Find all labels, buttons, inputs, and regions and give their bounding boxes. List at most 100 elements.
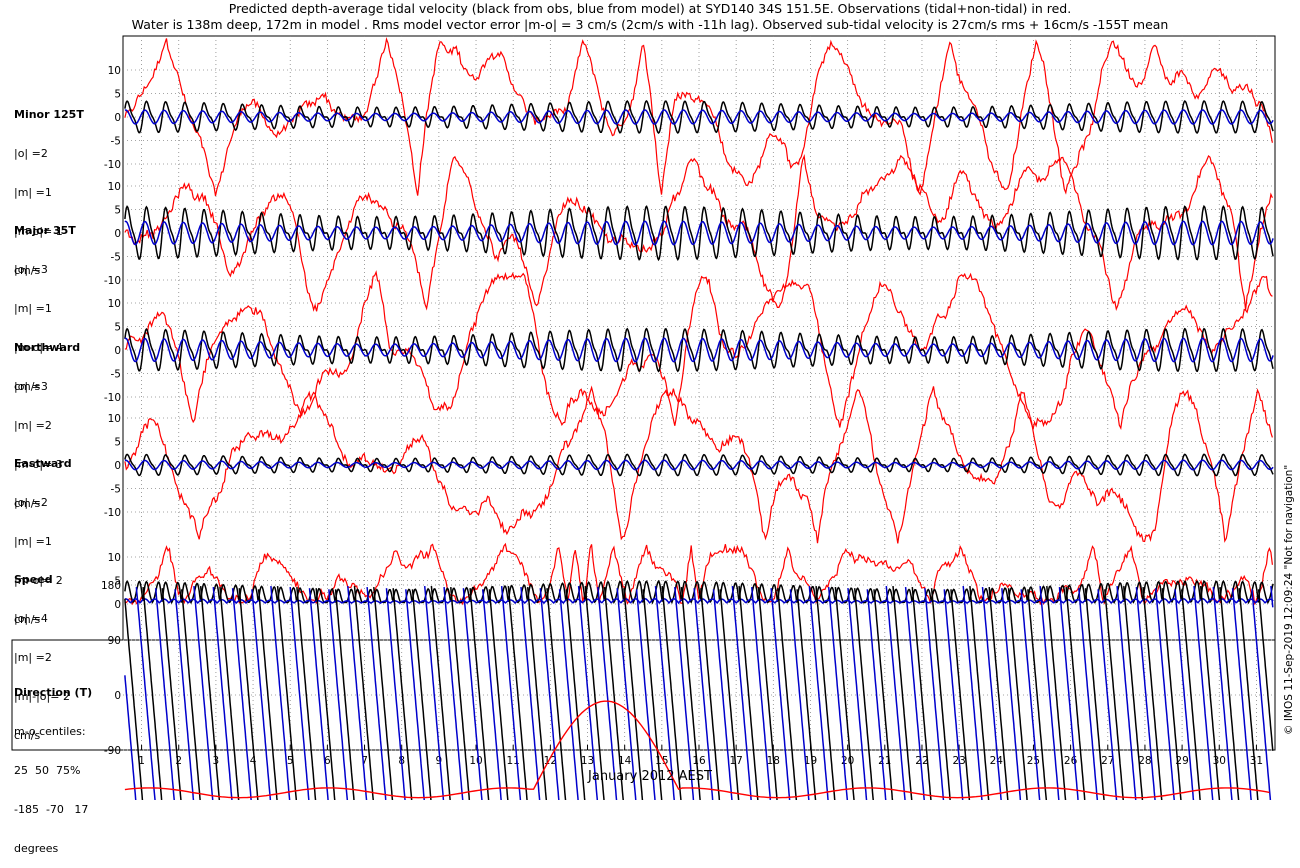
- series-obs-tidal-minor: [124, 99, 1274, 135]
- x-tick-label: 16: [692, 755, 706, 767]
- copyright-notice: © IMOS 11-Sep-2019 12:09:24 "Not for nav…: [1283, 464, 1295, 735]
- y-tick-label: 5: [114, 205, 121, 217]
- x-tick-label: 31: [1250, 755, 1263, 767]
- panel-label-line: |m| =2: [14, 651, 52, 664]
- panel-label-line: degrees: [14, 842, 59, 855]
- panel-label-line: |m| =2: [14, 419, 52, 432]
- panel-label-line: |m-o|= 1: [14, 225, 63, 238]
- panel-label-minor: Minor 125T |o| =2 |m| =1 |m-o|= 1 cm/s: [14, 82, 84, 290]
- panel-label-line: |o| =2: [14, 147, 48, 160]
- panel-label-line: |m-o|= 3: [14, 458, 63, 471]
- panel-label-line: |m| =1: [14, 535, 52, 548]
- chart-title-line1: Predicted depth-average tidal velocity (…: [228, 1, 1072, 16]
- x-tick-label: 25: [1027, 755, 1040, 767]
- series-observed-total-minor: [124, 37, 1273, 197]
- x-tick-label: 29: [1175, 755, 1188, 767]
- series-obs-tidal-northward: [124, 327, 1274, 373]
- x-tick-label: 22: [915, 755, 928, 767]
- panel-label-line: cm/s: [14, 729, 41, 742]
- panel-label-major: Major 35T |o| =3 |m| =1 |m-o|= 4 cm/s: [14, 198, 76, 406]
- panel-label-line: |o| =3: [14, 380, 48, 393]
- series-obs-tidal-eastward: [124, 453, 1274, 477]
- panel-northward: [124, 270, 1274, 432]
- y-tick-label: 10: [108, 413, 121, 425]
- x-tick-label: 17: [729, 755, 742, 767]
- x-tick-label: 7: [361, 755, 368, 767]
- panel-label-line: m-o centiles:: [14, 725, 86, 738]
- grid: [123, 36, 1275, 751]
- y-tick-label: 5: [114, 576, 121, 588]
- x-tick-label: 6: [324, 755, 331, 767]
- panel-label-line: |m|-|o|= 2: [14, 690, 70, 703]
- y-tick-label: 10: [108, 181, 121, 193]
- panel-speed: [124, 542, 1274, 606]
- panel-label-line: Direction (T): [14, 686, 93, 699]
- y-tick-label: -10: [104, 275, 121, 287]
- x-tick-label: 19: [804, 755, 817, 767]
- y-tick-label: -10: [104, 159, 121, 171]
- x-tick-label: 1: [138, 755, 145, 767]
- x-tick-label: 14: [618, 755, 632, 767]
- y-tick-label: 0: [114, 460, 121, 472]
- panel-label-line: |o| =4: [14, 612, 48, 625]
- y-tick-label: -5: [111, 369, 121, 381]
- panel-label-line: cm/s: [14, 613, 41, 626]
- series-obs-tidal-speed: [124, 579, 1274, 605]
- x-tick-label: 10: [469, 755, 482, 767]
- panel-major: [124, 154, 1274, 312]
- x-tick-label: 4: [250, 755, 257, 767]
- y-tick-label: -90: [104, 745, 121, 757]
- panel-label-line: Eastward: [14, 457, 72, 470]
- y-tick-label: -10: [104, 507, 121, 519]
- panel-label-line: -185 -70 17: [14, 803, 89, 816]
- x-tick-label: 28: [1138, 755, 1151, 767]
- y-tick-label: -5: [111, 252, 121, 264]
- panel-label-line: |o| =3: [14, 263, 48, 276]
- panel-label-eastward: Eastward |o| =2 |m| =1 |m-o|= 2 cm/s: [14, 431, 72, 639]
- panel-minor: [124, 37, 1274, 197]
- panel-label-line: |m| =1: [14, 302, 52, 315]
- panel-label-line: Speed: [14, 573, 53, 586]
- x-tick-label: 13: [581, 755, 594, 767]
- y-tick-label: 10: [108, 298, 121, 310]
- panel-eastward: [124, 385, 1274, 544]
- chart-svg: 1 2 3 4 5 6 7 8 9 10 11 12 13 14 15 16 17 18 19 20 21 22 23 24 2…: [11, 35, 1276, 800]
- y-tick-label: 10: [108, 552, 121, 564]
- series-model-tidal-eastward: [124, 459, 1274, 471]
- chart-title-line2: Water is 138m deep, 172m in model . Rms …: [131, 17, 1169, 32]
- panel-label-line: cm/s: [14, 264, 41, 277]
- y-tick-label: 5: [114, 322, 121, 334]
- x-tick-label: 2: [175, 755, 182, 767]
- y-tick-label: 180: [101, 580, 121, 592]
- panel-label-line: |o| =2: [14, 496, 48, 509]
- series-model-tidal-major: [124, 220, 1274, 246]
- panel-label-line: cm/s: [14, 497, 41, 510]
- series-model-tidal-speed: [124, 598, 1274, 605]
- series-observed-total-speed: [124, 542, 1273, 606]
- panel-label-line: |m-o|= 4: [14, 341, 63, 354]
- y-tick-label: -5: [111, 484, 121, 496]
- series-obs-direction: [124, 586, 1274, 800]
- panel-label-line: |m-o|= 2: [14, 574, 63, 587]
- y-tick-label: 10: [108, 65, 121, 77]
- series-model-tidal-minor: [124, 109, 1274, 125]
- panel-label-northward: Northward |o| =3 |m| =2 |m-o|= 3 cm/s: [14, 315, 80, 523]
- panel-label-direction: Direction (T) m-o centiles: 25 50 75% -1…: [14, 660, 92, 868]
- panel-label-line: Minor 125T: [14, 108, 84, 121]
- y-tick-label: 5: [114, 437, 121, 449]
- series-observed-direction: [124, 700, 1270, 799]
- x-axis-label: January 2012 AEST: [588, 769, 712, 784]
- y-tick-label: -5: [111, 136, 121, 148]
- x-tick-label: 9: [436, 755, 443, 767]
- panel-label-line: cm/s: [14, 380, 41, 393]
- panel-direction: [124, 586, 1274, 800]
- series-observed-total-northward: [124, 270, 1273, 432]
- series-model-direction: [124, 586, 1274, 800]
- panel-label-line: |m| =1: [14, 186, 52, 199]
- x-tick-label: 30: [1213, 755, 1226, 767]
- y-tick-label: 0: [114, 599, 121, 611]
- panel-label-line: Major 35T: [14, 224, 76, 237]
- y-tick-label: 5: [114, 89, 121, 101]
- x-tick-label: 5: [287, 755, 294, 767]
- y-tick-label: 0: [114, 345, 121, 357]
